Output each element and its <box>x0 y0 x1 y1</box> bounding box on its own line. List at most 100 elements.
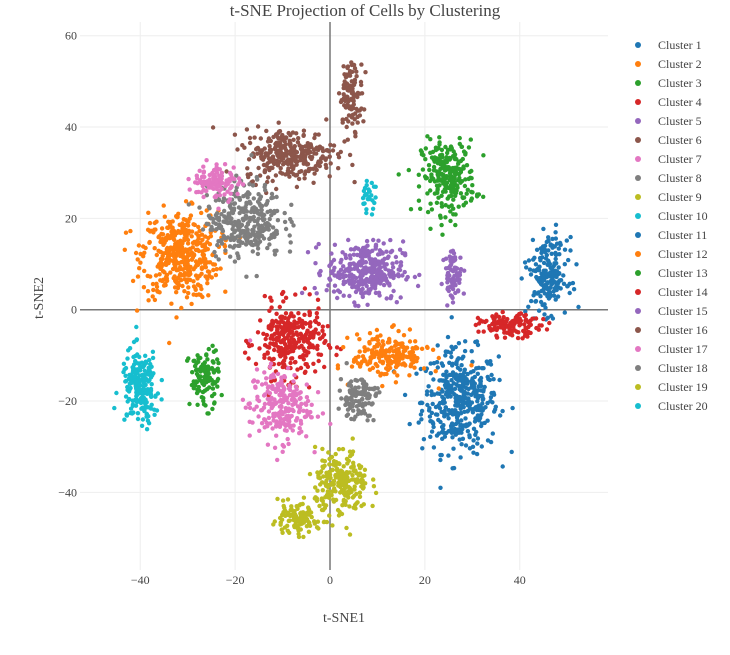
data-point <box>376 238 381 243</box>
data-point <box>349 477 355 482</box>
legend-marker <box>635 270 641 276</box>
data-point <box>256 232 261 237</box>
data-point <box>466 145 472 150</box>
data-point <box>449 354 454 360</box>
data-point <box>345 335 350 340</box>
legend-item[interactable]: Cluster 9 <box>635 190 702 204</box>
data-point <box>450 286 456 292</box>
data-point <box>397 353 402 358</box>
legend-item[interactable]: Cluster 5 <box>635 114 702 128</box>
legend-item[interactable]: Cluster 16 <box>635 323 708 337</box>
data-point <box>367 256 372 261</box>
data-point <box>343 252 348 258</box>
data-point <box>371 484 377 489</box>
data-point <box>336 483 341 488</box>
data-point <box>216 206 221 211</box>
data-point <box>455 395 460 400</box>
data-point <box>200 227 206 232</box>
legend-item[interactable]: Cluster 17 <box>635 342 708 356</box>
data-point <box>179 251 184 256</box>
legend-item[interactable]: Cluster 1 <box>635 38 702 52</box>
data-point <box>362 267 367 272</box>
data-point <box>438 457 443 463</box>
data-point <box>331 143 337 148</box>
data-point <box>304 353 309 358</box>
data-point <box>355 114 360 120</box>
data-point <box>302 348 307 354</box>
data-point <box>191 284 197 289</box>
data-point <box>522 322 527 327</box>
data-point <box>352 357 357 362</box>
data-point <box>152 297 158 303</box>
data-point <box>242 234 247 239</box>
legend-item[interactable]: Cluster 8 <box>635 171 702 185</box>
legend-item[interactable]: Cluster 19 <box>635 380 708 394</box>
data-point <box>351 62 357 68</box>
data-point <box>123 365 129 371</box>
data-point <box>317 271 322 276</box>
data-point <box>130 365 135 370</box>
legend-item[interactable]: Cluster 13 <box>635 266 708 280</box>
data-point <box>341 264 346 269</box>
data-point <box>347 504 352 509</box>
data-point <box>462 409 467 414</box>
data-point <box>381 282 387 288</box>
data-point <box>267 143 272 149</box>
data-point <box>345 461 350 466</box>
legend-item[interactable]: Cluster 12 <box>635 247 708 261</box>
data-point <box>432 168 437 173</box>
data-point <box>436 195 441 200</box>
data-point <box>196 359 201 364</box>
series-cluster-11 <box>519 222 581 322</box>
data-point <box>201 367 207 372</box>
legend-item[interactable]: Cluster 15 <box>635 304 708 318</box>
data-point <box>281 143 286 149</box>
data-point <box>429 392 434 398</box>
legend-item[interactable]: Cluster 7 <box>635 152 702 166</box>
legend-item[interactable]: Cluster 2 <box>635 57 702 71</box>
data-point <box>542 249 548 254</box>
data-point <box>186 290 191 296</box>
legend-item[interactable]: Cluster 14 <box>635 285 708 299</box>
data-point <box>378 373 383 378</box>
data-point <box>185 254 190 259</box>
data-point <box>361 385 366 390</box>
data-point <box>201 169 207 174</box>
data-point <box>356 354 361 359</box>
data-point <box>419 417 424 422</box>
data-point <box>264 332 270 338</box>
data-point <box>237 210 242 216</box>
data-point <box>142 368 147 373</box>
legend-item[interactable]: Cluster 3 <box>635 76 702 90</box>
data-point <box>398 260 404 265</box>
data-point <box>286 130 291 136</box>
data-point <box>393 380 399 385</box>
data-point <box>247 135 253 141</box>
data-point <box>250 249 255 254</box>
data-point <box>262 370 267 375</box>
series-cluster-7 <box>240 338 333 463</box>
data-point <box>350 401 356 406</box>
data-point <box>428 226 433 231</box>
data-point <box>295 140 301 145</box>
legend-item[interactable]: Cluster 20 <box>635 399 708 413</box>
data-point <box>271 374 277 380</box>
data-point <box>307 312 312 318</box>
data-point <box>216 257 221 262</box>
legend-item[interactable]: Cluster 4 <box>635 95 702 109</box>
legend-item[interactable]: Cluster 11 <box>635 228 707 242</box>
data-point <box>447 171 453 176</box>
legend-item[interactable]: Cluster 6 <box>635 133 702 147</box>
legend-item[interactable]: Cluster 18 <box>635 361 708 375</box>
data-point <box>321 332 327 337</box>
data-point <box>372 200 377 206</box>
data-point <box>491 377 496 382</box>
data-point <box>264 128 269 134</box>
data-point <box>290 428 295 433</box>
legend-item[interactable]: Cluster 10 <box>635 209 708 223</box>
data-point <box>276 349 281 354</box>
data-point <box>384 371 389 377</box>
series-cluster-15 <box>439 248 467 308</box>
data-point <box>467 421 472 426</box>
legend-marker <box>635 118 641 124</box>
